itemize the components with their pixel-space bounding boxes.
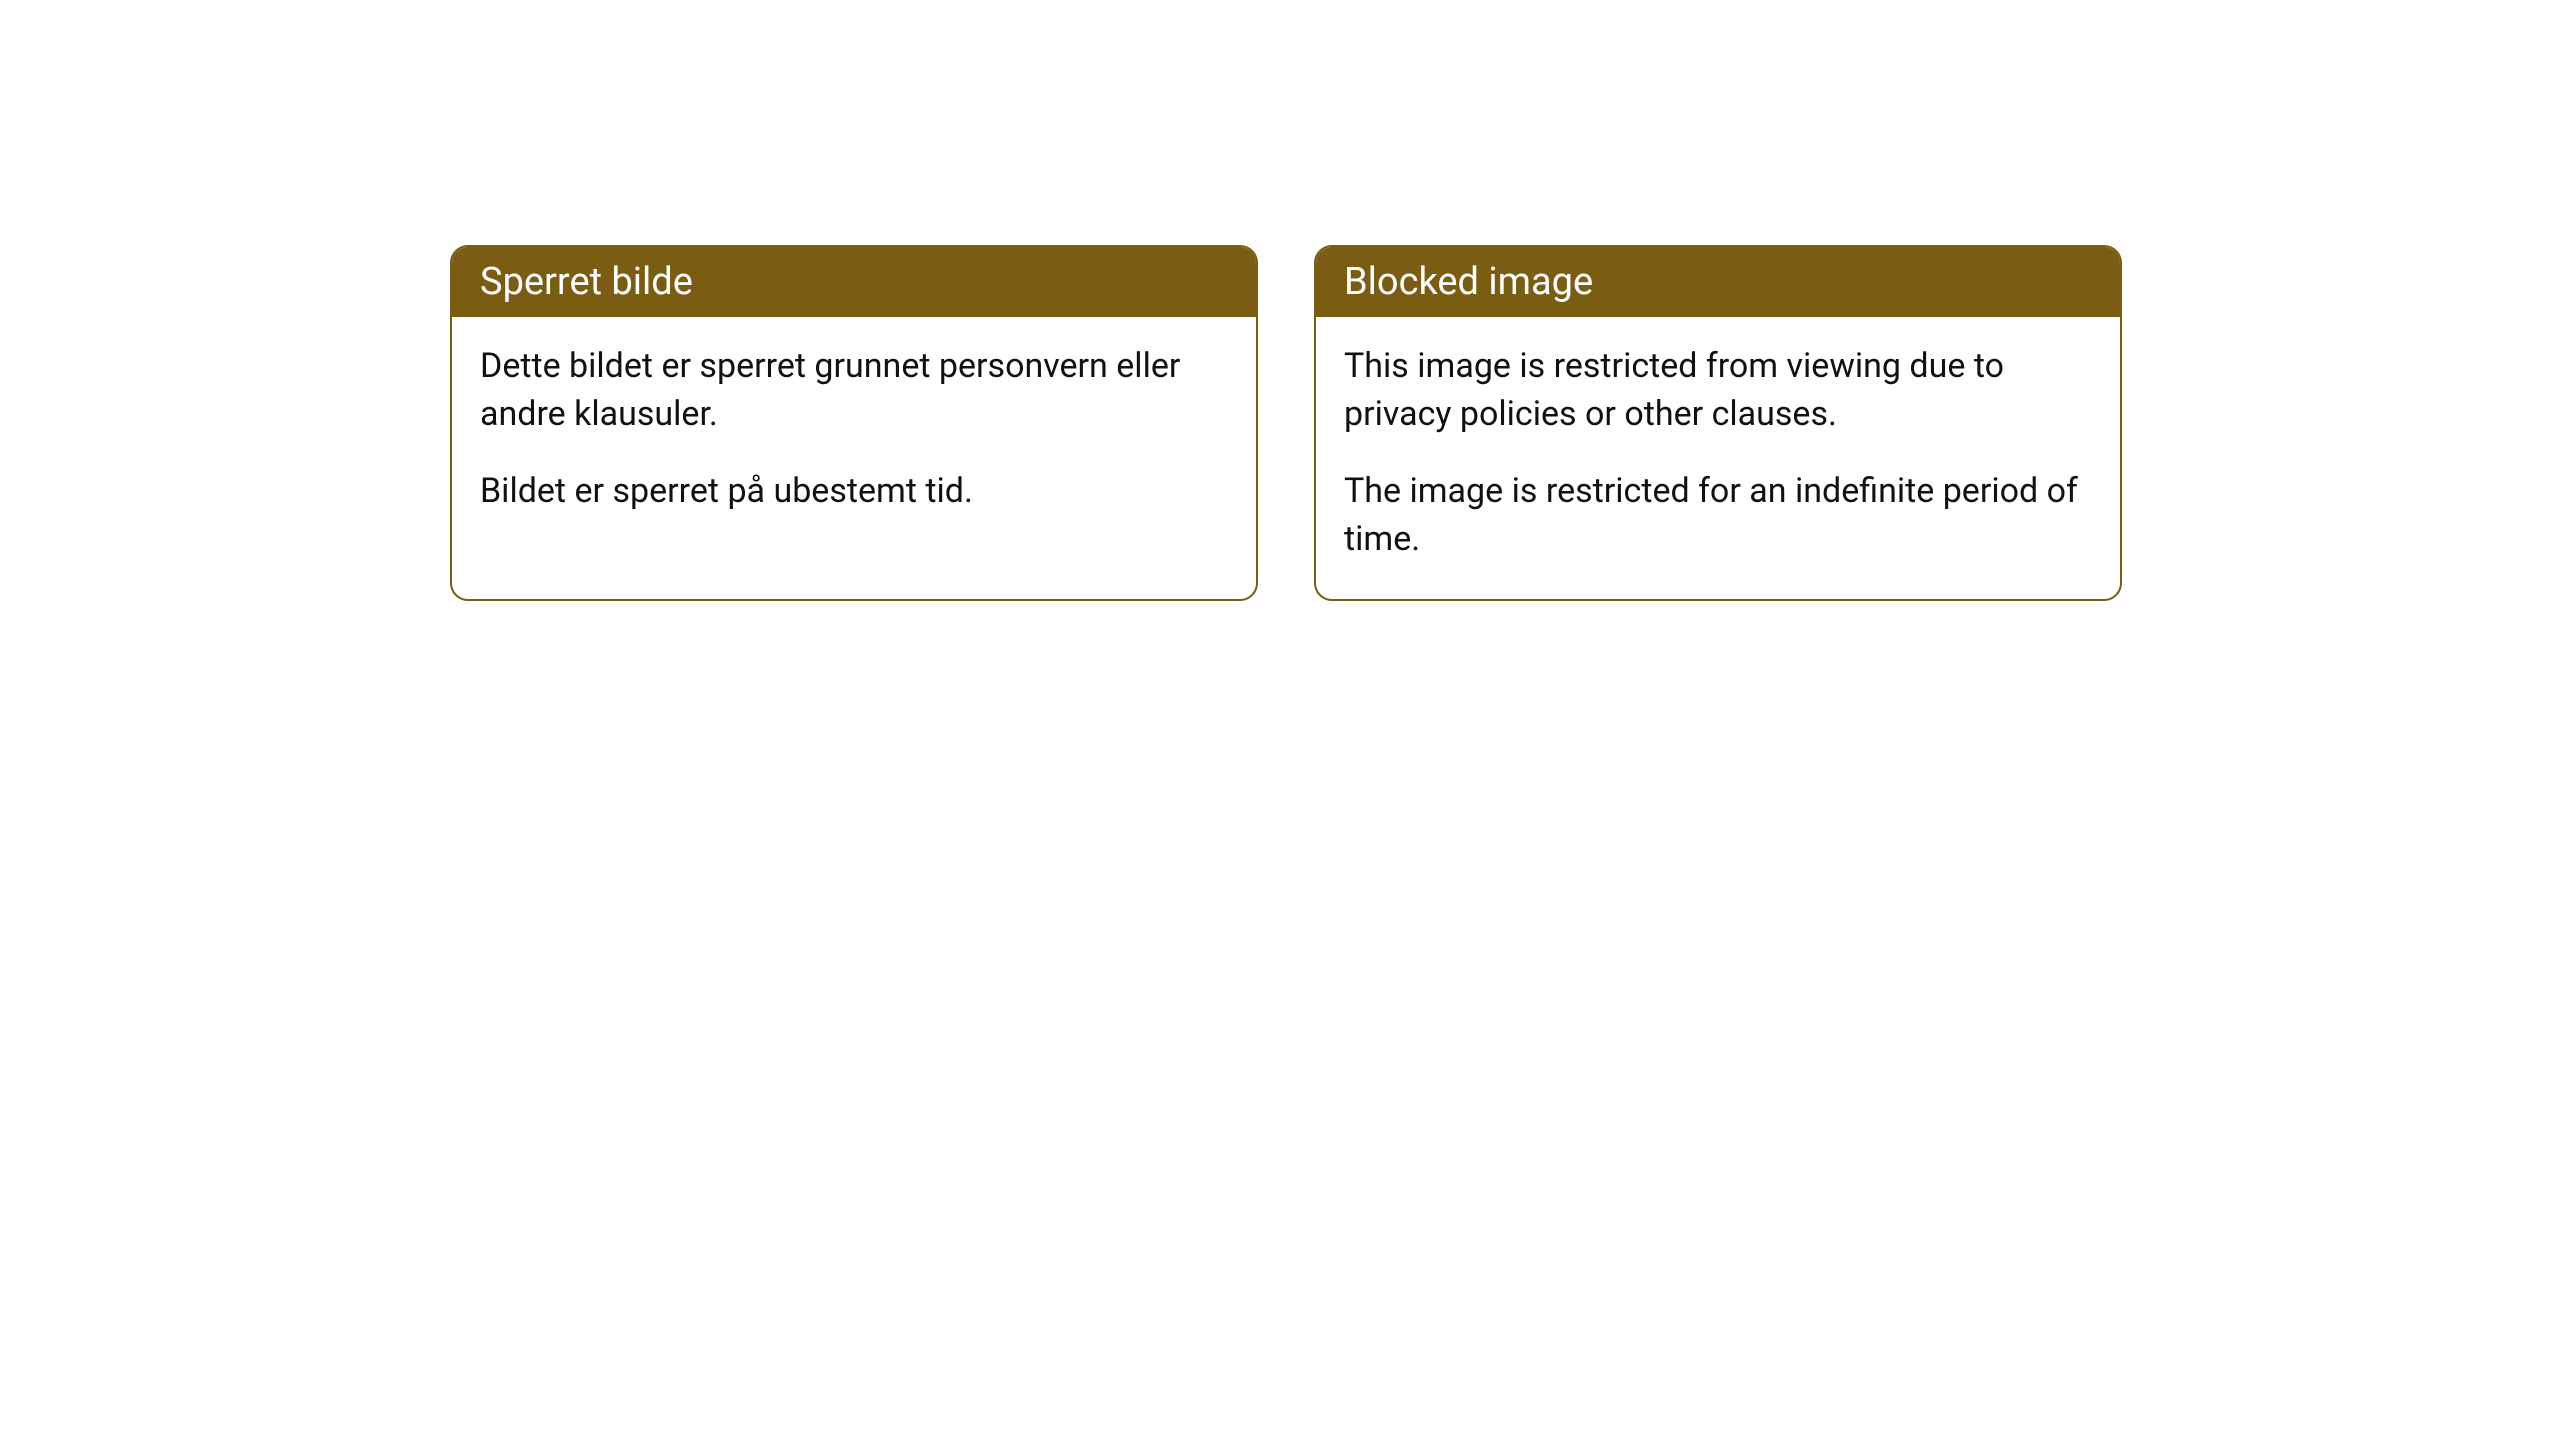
card-header: Blocked image: [1316, 247, 2120, 317]
card-paragraph: This image is restricted from viewing du…: [1344, 343, 2092, 438]
card-paragraph: Bildet er sperret på ubestemt tid.: [480, 468, 1228, 516]
notice-cards-container: Sperret bilde Dette bildet er sperret gr…: [450, 245, 2560, 601]
notice-card-english: Blocked image This image is restricted f…: [1314, 245, 2122, 601]
card-title: Blocked image: [1344, 260, 1593, 304]
card-paragraph: Dette bildet er sperret grunnet personve…: [480, 343, 1228, 438]
card-paragraph: The image is restricted for an indefinit…: [1344, 468, 2092, 563]
card-title: Sperret bilde: [480, 260, 693, 304]
notice-card-norwegian: Sperret bilde Dette bildet er sperret gr…: [450, 245, 1258, 601]
card-header: Sperret bilde: [452, 247, 1256, 317]
card-body: Dette bildet er sperret grunnet personve…: [452, 317, 1256, 552]
card-body: This image is restricted from viewing du…: [1316, 317, 2120, 599]
